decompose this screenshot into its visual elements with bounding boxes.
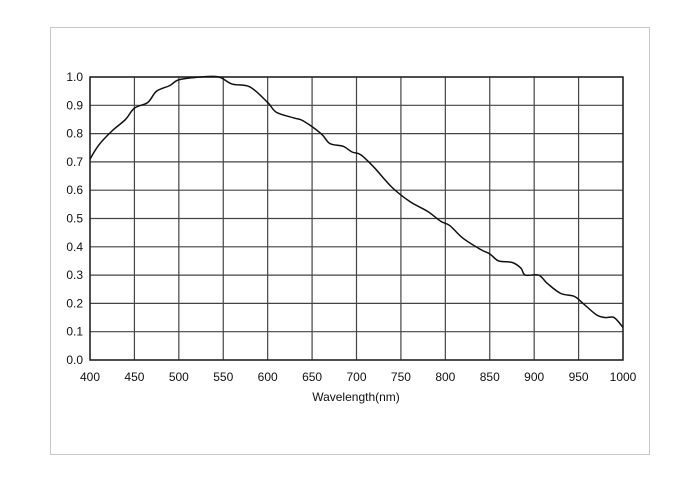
x-tick-label: 1000 — [610, 370, 637, 384]
x-axis-label: Wavelength(nm) — [312, 390, 400, 404]
y-tick-label: 0.9 — [66, 98, 83, 112]
x-tick-label: 400 — [80, 370, 100, 384]
x-tick-label: 650 — [302, 370, 322, 384]
x-tick-label: 450 — [124, 370, 144, 384]
y-tick-label: 0.6 — [66, 183, 83, 197]
y-tick-label: 0.5 — [66, 212, 83, 226]
y-tick-label: 0.2 — [66, 296, 83, 310]
response-curve — [89, 75, 624, 328]
x-tick-label: 500 — [169, 370, 189, 384]
x-tick-label: 600 — [258, 370, 278, 384]
x-tick-label: 850 — [480, 370, 500, 384]
x-tick-label: 550 — [213, 370, 233, 384]
y-tick-label: 0.8 — [66, 127, 83, 141]
x-tick-label: 800 — [435, 370, 455, 384]
x-tick-label: 700 — [346, 370, 366, 384]
plot-border — [89, 76, 624, 361]
y-tick-label: 0.4 — [66, 240, 83, 254]
y-tick-label: 0.0 — [66, 353, 83, 367]
y-tick-label: 0.3 — [66, 268, 83, 282]
y-tick-label: 0.7 — [66, 155, 83, 169]
x-tick-label: 950 — [569, 370, 589, 384]
y-tick-label: 1.0 — [66, 70, 83, 84]
x-tick-label: 900 — [524, 370, 544, 384]
chart-frame — [50, 27, 650, 455]
y-tick-label: 0.1 — [66, 325, 83, 339]
x-tick-label: 750 — [391, 370, 411, 384]
